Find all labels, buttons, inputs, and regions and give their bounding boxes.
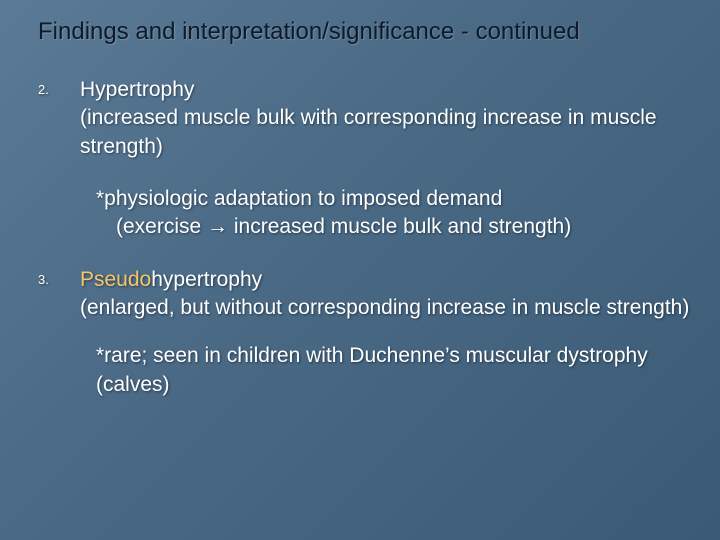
item-body: Pseudohypertrophy (enlarged, but without… xyxy=(80,266,690,323)
note-line: *rare; seen in children with Duchenne’s … xyxy=(96,344,648,395)
slide-container: Findings and interpretation/significance… xyxy=(0,0,720,540)
item-note: *rare; seen in children with Duchenne’s … xyxy=(96,342,670,399)
item-note: *physiologic adaptation to imposed deman… xyxy=(96,185,670,242)
item-number: 2. xyxy=(30,76,80,161)
slide-title: Findings and interpretation/significance… xyxy=(38,18,690,46)
item-description: (enlarged, but without corresponding inc… xyxy=(80,296,689,319)
item-body: Hypertrophy (increased muscle bulk with … xyxy=(80,76,690,161)
note-line: *physiologic adaptation to imposed deman… xyxy=(96,187,502,210)
item-heading: Hypertrophy xyxy=(80,78,194,101)
list-item: 2. Hypertrophy (increased muscle bulk wi… xyxy=(30,76,690,161)
list-item: 3. Pseudohypertrophy (enlarged, but with… xyxy=(30,266,690,323)
item-heading-rest: hypertrophy xyxy=(151,268,262,291)
note-line: (exercise → increased muscle bulk and st… xyxy=(116,213,670,241)
item-heading-prefix: Pseudo xyxy=(80,268,151,291)
item-description: (increased muscle bulk with correspondin… xyxy=(80,106,657,157)
item-number: 3. xyxy=(30,266,80,323)
